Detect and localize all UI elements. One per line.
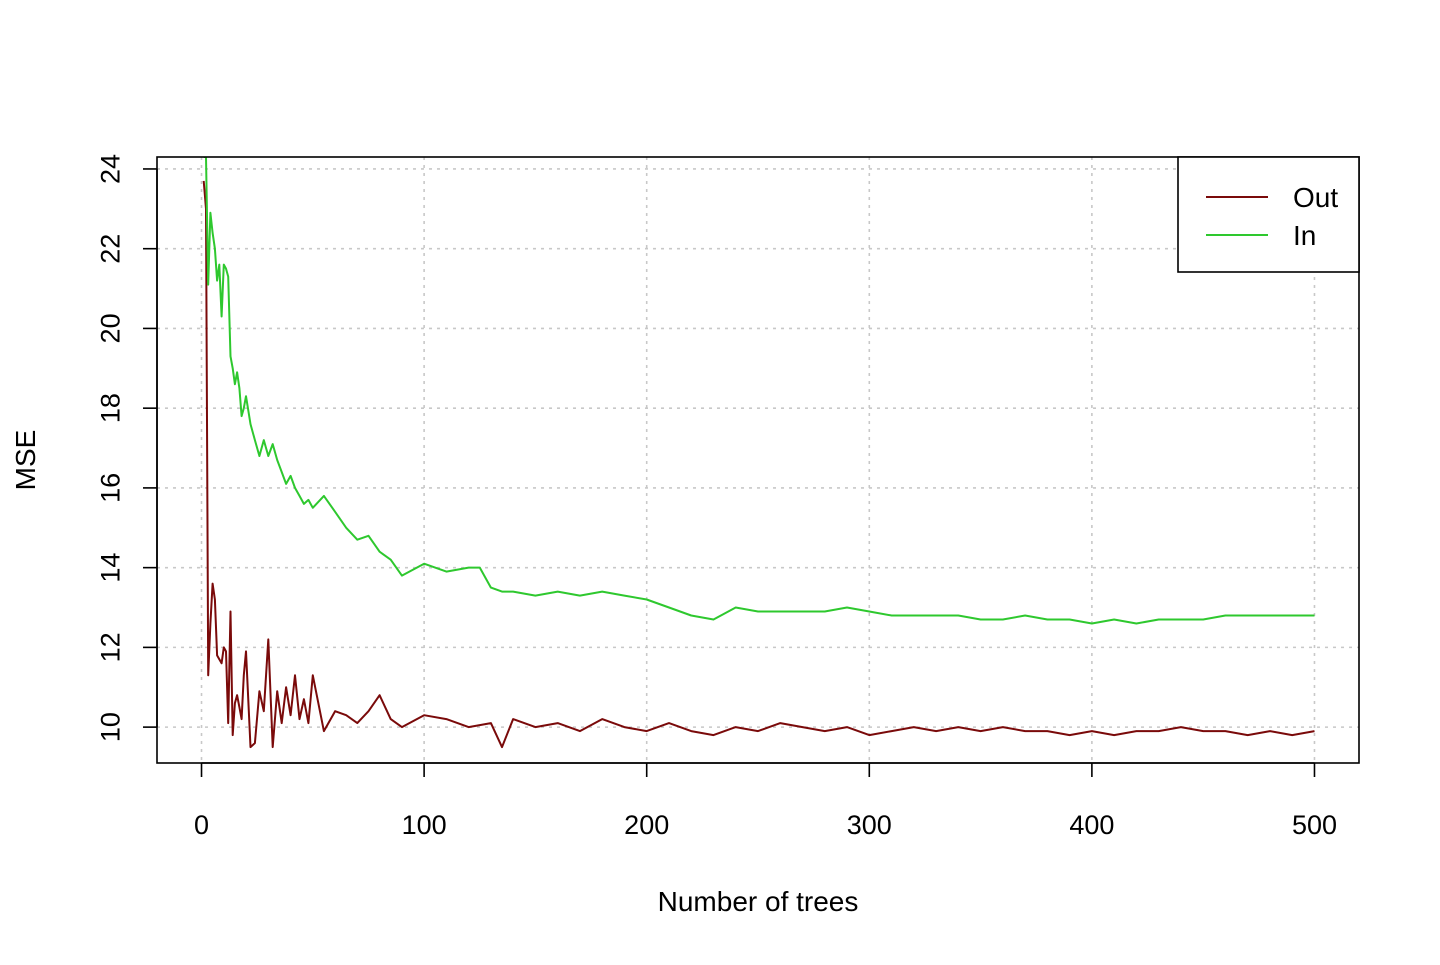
- x-tick-label-200: 200: [624, 810, 669, 840]
- y-tick-label-24: 24: [95, 154, 125, 184]
- y-tick-label-22: 22: [95, 234, 125, 264]
- y-tick-label-10: 10: [95, 712, 125, 742]
- x-tick-label-100: 100: [402, 810, 447, 840]
- x-tick-label-0: 0: [194, 810, 209, 840]
- x-tick-label-500: 500: [1292, 810, 1337, 840]
- y-tick-label-18: 18: [95, 393, 125, 423]
- legend-label-out: Out: [1293, 182, 1338, 213]
- x-axis: 0 100 200 300 400 500: [194, 762, 1337, 840]
- y-tick-label-14: 14: [95, 553, 125, 583]
- series-line-in: [203, 157, 1315, 625]
- y-tick-label-12: 12: [95, 632, 125, 662]
- legend-box: [1177, 156, 1360, 273]
- y-tick-label-16: 16: [95, 473, 125, 503]
- series-layer: [202, 157, 1315, 749]
- series-line-out: [202, 180, 1315, 749]
- x-axis-title: Number of trees: [658, 886, 859, 917]
- x-tick-label-400: 400: [1069, 810, 1114, 840]
- x-tick-label-300: 300: [847, 810, 892, 840]
- legend: Out In: [1177, 156, 1360, 273]
- legend-label-in: In: [1293, 220, 1316, 251]
- y-axis: 10 12 14 16 18 20 22 24: [95, 154, 158, 742]
- grid-lines: [157, 157, 1359, 763]
- y-axis-title: MSE: [10, 430, 41, 491]
- y-tick-label-20: 20: [95, 313, 125, 343]
